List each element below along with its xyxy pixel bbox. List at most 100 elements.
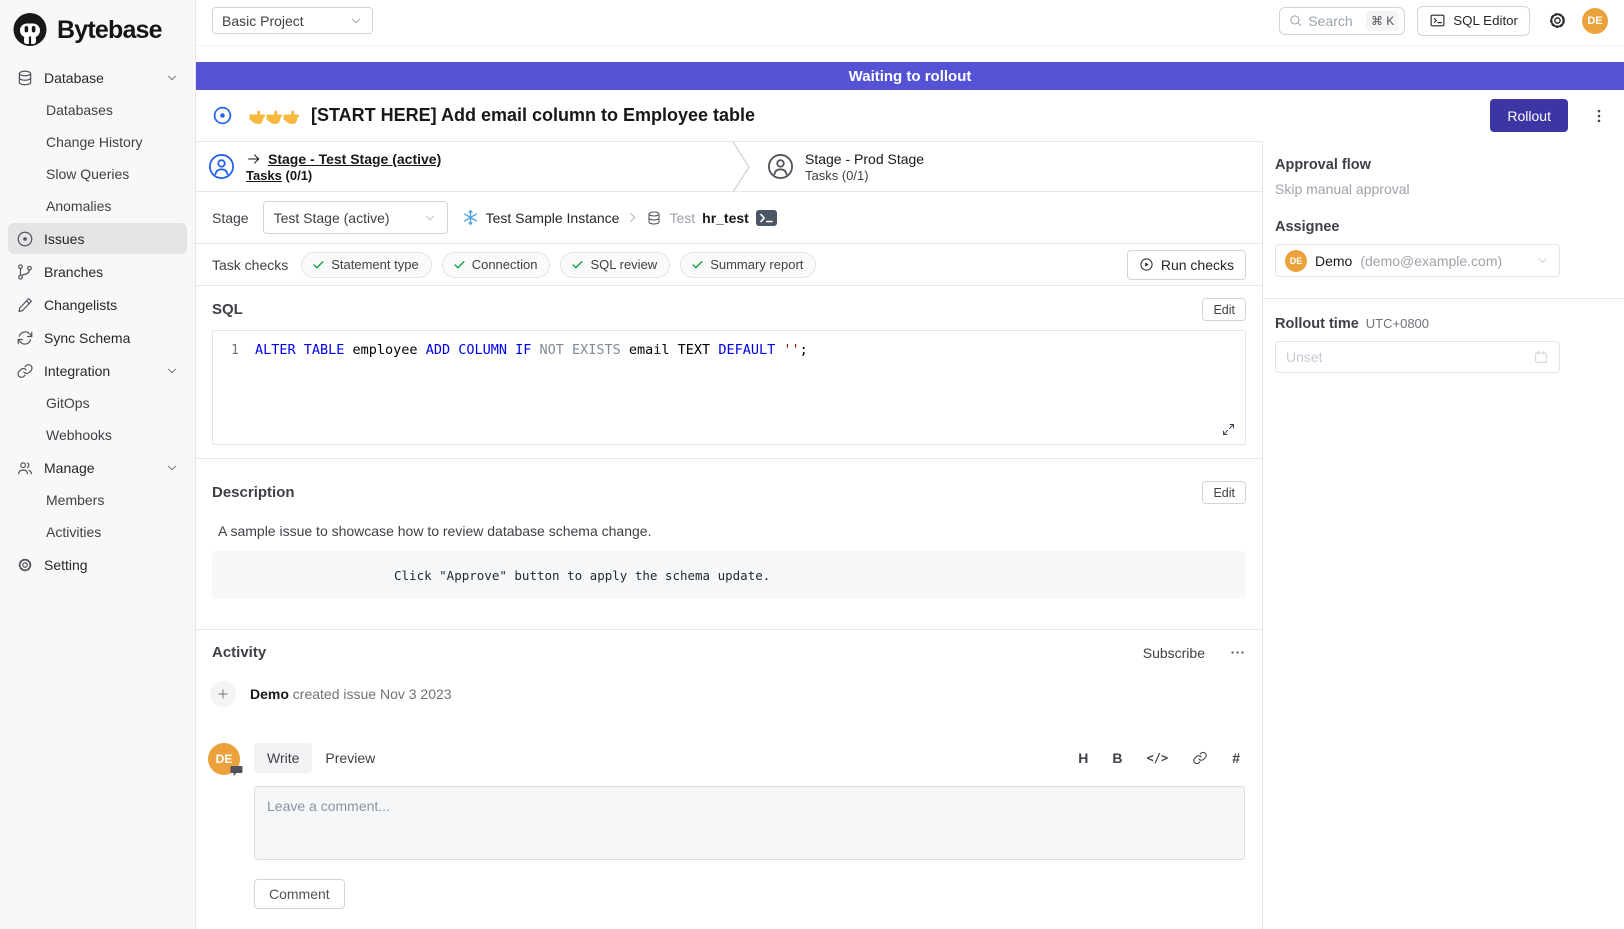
sql-editor-label: SQL Editor <box>1453 13 1518 28</box>
approval-flow-value: Skip manual approval <box>1275 181 1410 197</box>
rollout-time-input[interactable]: Unset <box>1275 341 1560 373</box>
settings-gear-icon[interactable] <box>1547 10 1568 31</box>
open-in-sql-editor-icon[interactable] <box>755 209 777 226</box>
stage-label: Stage <box>212 209 249 226</box>
sidebar-item-members[interactable]: Members <box>8 485 187 515</box>
stage-person-icon-active <box>208 153 235 180</box>
project-select[interactable]: Basic Project <box>212 7 373 34</box>
issue-header: [START HERE] Add email column to Employe… <box>196 90 1624 141</box>
sidebar-item-integration[interactable]: Integration <box>8 355 187 386</box>
comment-composer: DE Write Preview H B </> <box>196 707 1262 909</box>
check-icon <box>313 261 324 269</box>
sidebar-item-label: Changelists <box>44 296 118 313</box>
bold-button[interactable]: B <box>1112 750 1123 766</box>
sidebar-item-databases[interactable]: Databases <box>8 95 187 125</box>
stage-prod[interactable]: Stage - Prod Stage Tasks (0/1) <box>755 142 936 191</box>
database-icon <box>648 210 660 225</box>
comment-textarea[interactable] <box>254 786 1245 860</box>
sync-refresh-icon <box>16 329 34 347</box>
database-link[interactable]: hr_test <box>702 209 749 226</box>
comment-editor: Write Preview H B </> # <box>254 743 1246 909</box>
code-button[interactable]: </> <box>1146 751 1169 765</box>
sidebar-item-sync-schema[interactable]: Sync Schema <box>8 322 187 353</box>
tab-write[interactable]: Write <box>254 743 313 773</box>
check-connection[interactable]: Connection <box>441 251 551 278</box>
line-number: 1 <box>230 342 239 358</box>
main-area: Basic Project ⌘ K SQL Editor DE <box>196 0 1624 929</box>
chevron-down-icon <box>352 18 360 23</box>
stage-test-tasks-link[interactable]: Tasks <box>246 167 282 183</box>
sidebar-item-branches[interactable]: Branches <box>8 256 187 287</box>
rollout-button[interactable]: Rollout <box>1490 99 1568 132</box>
subscribe-button[interactable]: Subscribe <box>1142 644 1205 661</box>
environment-label: Test <box>669 209 696 226</box>
activity-actor: Demo <box>250 686 289 702</box>
stage-test[interactable]: Stage - Test Stage (active) Tasks (0/1) <box>196 142 729 191</box>
tab-preview[interactable]: Preview <box>325 750 376 766</box>
stage-select[interactable]: Test Stage (active) <box>262 201 448 234</box>
check-statement-type[interactable]: Statement type <box>301 251 432 278</box>
chevron-down-icon <box>425 215 434 220</box>
sql-token: NOT EXISTS <box>539 342 621 358</box>
sidebar-item-label: Sync Schema <box>44 329 131 346</box>
issue-circle-dot-icon <box>16 230 34 248</box>
sql-editor-button[interactable]: SQL Editor <box>1417 5 1530 36</box>
sql-token <box>531 340 539 360</box>
sidebar-item-label: Database <box>44 69 104 86</box>
stage-separator <box>729 141 755 192</box>
assignee-title: Assignee <box>1275 219 1340 235</box>
heading-button[interactable]: H <box>1078 750 1089 766</box>
link-button[interactable] <box>1192 750 1208 766</box>
more-options-icon[interactable] <box>1229 644 1246 661</box>
sidebar-item-label: Members <box>46 492 105 508</box>
current-stage-arrow-icon <box>248 153 260 164</box>
sidebar-item-issues[interactable]: Issues <box>8 223 187 254</box>
description-edit-button[interactable]: Edit <box>1202 481 1246 504</box>
sidebar-item-label: Change History <box>46 134 143 150</box>
search-icon <box>1290 15 1302 26</box>
sidebar-item-manage[interactable]: Manage <box>8 452 187 483</box>
instance-link[interactable]: Test Sample Instance <box>485 209 620 226</box>
pointing-right-emojis <box>247 106 299 126</box>
sidebar-item-changelists[interactable]: Changelists <box>8 289 187 320</box>
sidebar-item-gitops[interactable]: GitOps <box>8 388 187 418</box>
assignee-email: (demo@example.com) <box>1360 252 1503 269</box>
fullscreen-expand-icon[interactable] <box>1221 422 1236 437</box>
sidebar-item-label: Setting <box>44 556 88 573</box>
stage-test-name[interactable]: Stage - Test Stage (active) <box>268 150 442 167</box>
run-checks-button[interactable]: Run checks <box>1126 249 1246 280</box>
topbar-right: ⌘ K SQL Editor DE <box>1279 5 1608 36</box>
check-label: Connection <box>471 257 538 272</box>
check-label: SQL review <box>590 257 658 272</box>
chevron-right-icon <box>626 211 639 224</box>
sidebar-item-activities[interactable]: Activities <box>8 517 187 547</box>
sidebar-item-change-history[interactable]: Change History <box>8 127 187 157</box>
sql-token: '' <box>783 342 800 358</box>
comment-submit-button[interactable]: Comment <box>254 879 345 909</box>
sidebar-item-webhooks[interactable]: Webhooks <box>8 420 187 450</box>
bytebase-logo[interactable]: Bytebase <box>8 8 187 62</box>
sidebar-item-slow-queries[interactable]: Slow Queries <box>8 159 187 189</box>
sql-token: ADD COLUMN IF <box>425 342 532 358</box>
gear-icon <box>16 556 34 574</box>
stage-pipeline: Stage - Test Stage (active) Tasks (0/1) <box>196 141 1262 192</box>
sidebar-item-setting[interactable]: Setting <box>8 549 187 580</box>
check-summary-report[interactable]: Summary report <box>680 251 817 278</box>
kebab-menu-icon[interactable] <box>1590 107 1608 125</box>
hash-button[interactable]: # <box>1232 750 1240 766</box>
sidebar-item-anomalies[interactable]: Anomalies <box>8 191 187 221</box>
bytebase-logo-icon <box>13 13 47 46</box>
search-input[interactable] <box>1308 12 1361 29</box>
logo-text: Bytebase <box>57 15 163 44</box>
assignee-select[interactable]: DE Demo (demo@example.com) <box>1275 244 1560 277</box>
user-avatar[interactable]: DE <box>1582 7 1608 34</box>
sidebar-item-database[interactable]: Database <box>8 62 187 93</box>
sql-code-editor[interactable]: 1 ALTER TABLE employee ADD COLUMN IF NOT … <box>212 330 1246 445</box>
run-checks-label: Run checks <box>1160 256 1234 273</box>
comment-avatar: DE <box>208 743 240 775</box>
search-box[interactable]: ⌘ K <box>1279 6 1406 35</box>
sidebar-item-label: Integration <box>44 362 111 379</box>
sql-edit-button[interactable]: Edit <box>1202 298 1246 321</box>
check-sql-review[interactable]: SQL review <box>560 251 671 278</box>
play-circle-icon <box>1140 258 1153 271</box>
